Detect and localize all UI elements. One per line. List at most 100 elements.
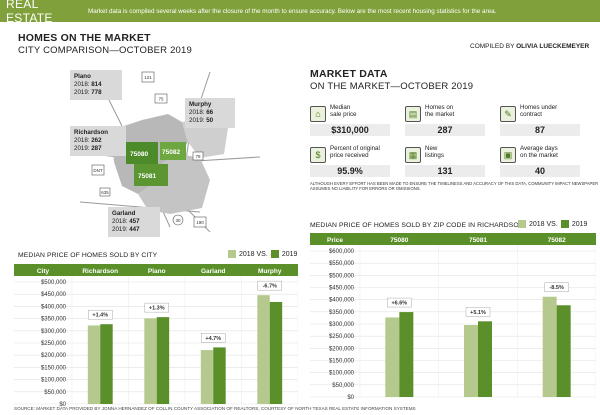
y-tick-label: $450,000	[329, 286, 355, 292]
city-chart-legend: 2018 VS. 2019	[228, 250, 297, 258]
y-tick-label: $200,000	[329, 346, 355, 352]
legend-2018: 2018 VS.	[239, 250, 268, 258]
y-tick-label: $400,000	[41, 304, 67, 310]
market-data-subtitle: ON THE MARKET—OCTOBER 2019	[310, 81, 474, 92]
svg-text:78: 78	[195, 154, 201, 159]
bar-2018	[385, 317, 400, 397]
legend-swatch-2019	[560, 220, 569, 228]
city-chart-title: MEDIAN PRICE OF HOMES SOLD BY CITY	[18, 252, 158, 259]
city-2018: 2018: 457	[112, 218, 140, 225]
svg-text:121: 121	[144, 75, 152, 80]
bar-2018	[464, 324, 478, 397]
compiled-by: COMPILED BY OLIVIA LUECKEMEYER	[470, 43, 589, 50]
city-box-murphy: Murphy 2018: 66 2019: 50	[185, 98, 235, 128]
tile-value: $310,000	[310, 124, 390, 136]
change-label: -8.5%	[549, 285, 563, 291]
city-2018: 2018: 66	[189, 109, 214, 116]
y-tick-label: $250,000	[329, 334, 355, 340]
tile-value: 87	[500, 124, 580, 136]
zip-label: 75080	[130, 151, 148, 158]
y-tick-label: $0	[347, 395, 354, 401]
y-tick-label: $150,000	[41, 365, 67, 371]
tile-label: Percent of original price received	[330, 145, 380, 159]
zip-price-chart: Price 75080 75081 75082 $600,000 $550,000 $500…	[310, 233, 596, 401]
header-note: Market data is compiled several weeks af…	[88, 7, 497, 15]
tile-value: 95.9%	[310, 165, 390, 177]
category-label: Plano	[148, 268, 166, 275]
homes-market-subtitle: CITY COMPARISON—OCTOBER 2019	[18, 45, 193, 56]
svg-text:190: 190	[196, 220, 204, 225]
y-tick-label: $550,000	[329, 261, 355, 267]
city-name: Murphy	[189, 101, 212, 108]
sign-icon: ▤	[405, 106, 421, 122]
change-callout	[387, 297, 412, 308]
city-name: Richardson	[74, 129, 109, 136]
svg-text:75: 75	[158, 97, 164, 102]
bar-2019	[399, 312, 414, 397]
change-label: +6.6%	[391, 301, 407, 307]
bar-2018	[200, 350, 214, 404]
market-data-title: MARKET DATA	[310, 68, 388, 80]
calendar-icon: ▣	[500, 147, 516, 163]
city-name: Plano	[74, 73, 91, 80]
city-box-richardson: Richardson 2018: 262 2019: 287	[70, 126, 126, 156]
axis-header-label: Price	[327, 237, 343, 244]
city-2018: 2018: 262	[74, 137, 102, 144]
disclaimer: ALTHOUGH EVERY EFFORT HAS BEEN MADE TO E…	[310, 181, 599, 191]
category-label: 75080	[390, 237, 408, 244]
bar-2018	[87, 325, 101, 404]
y-tick-label: $150,000	[329, 359, 355, 365]
y-tick-label: $100,000	[329, 371, 355, 377]
y-tick-label: $300,000	[329, 322, 355, 328]
category-label: 75082	[548, 237, 566, 244]
change-label: -6.7%	[263, 284, 277, 290]
market-tile: ▣ Average days on the market 40	[500, 145, 586, 177]
svg-text:DNT: DNT	[93, 168, 102, 173]
y-tick-label: $50,000	[332, 383, 354, 389]
city-2019: 2019: 447	[112, 226, 140, 233]
change-callout	[257, 280, 282, 291]
legend-2018: 2018 VS.	[529, 220, 558, 228]
axis-header-label: City	[37, 268, 50, 275]
compiled-name: OLIVIA LUECKEMEYER	[516, 43, 590, 50]
market-tile: $ Percent of original price received 95.9%	[310, 145, 396, 177]
y-tick-label: $100,000	[41, 378, 67, 384]
y-tick-label: $200,000	[41, 353, 67, 359]
change-callout	[88, 309, 113, 320]
svg-text:635: 635	[101, 190, 109, 195]
bar-2019	[478, 321, 492, 397]
y-tick-label: $250,000	[41, 341, 67, 347]
zip-75081-area	[134, 164, 168, 186]
tile-value: 40	[500, 165, 580, 177]
zip-75080-area	[126, 142, 158, 164]
tile-value: 131	[405, 165, 485, 177]
y-tick-label: $500,000	[329, 273, 355, 279]
garland-area	[138, 154, 210, 214]
zip-chart-legend: 2018 VS. 2019	[518, 220, 587, 228]
y-tick-label: $350,000	[329, 310, 355, 316]
market-tile: ✎ Homes under contract 87	[500, 104, 586, 136]
chart-header-bar	[310, 233, 596, 245]
change-label: +4.7%	[205, 336, 221, 342]
house-icon: ⌂	[310, 106, 326, 122]
legend-swatch-2018	[518, 220, 526, 228]
city-2019: 2019: 50	[189, 117, 214, 124]
bar-2019	[213, 347, 226, 404]
change-label: +1.3%	[149, 306, 165, 312]
chart-header-bar	[14, 264, 298, 276]
tile-value: 287	[405, 124, 485, 136]
bar-2019	[100, 324, 113, 404]
section-title: REAL ESTATE	[6, 0, 53, 25]
change-callout	[465, 307, 491, 317]
y-tick-label: $0	[59, 402, 66, 408]
bar-2018	[542, 296, 557, 397]
category-label: 75081	[469, 237, 487, 244]
dollar-icon: $	[310, 147, 326, 163]
change-callout	[201, 333, 226, 343]
city-box-garland: Garland 2018: 457 2019: 447	[108, 207, 160, 237]
source-footer: SOURCE: MARKET DATA PROVIDED BY JONNA HE…	[14, 406, 416, 411]
tile-label: Homes on the market	[425, 104, 455, 118]
bar-2018	[144, 318, 157, 404]
change-callout	[544, 282, 569, 292]
market-tile: ▤ Homes on the market 287	[405, 104, 491, 136]
